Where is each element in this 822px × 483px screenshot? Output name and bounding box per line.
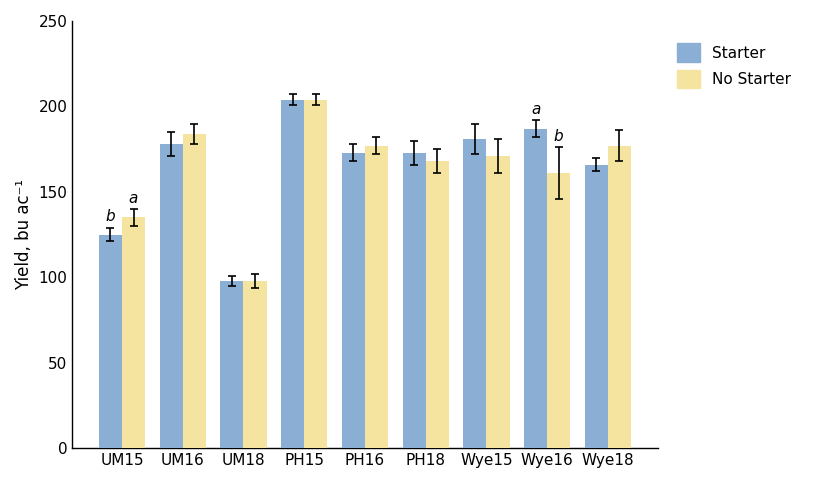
- Text: a: a: [531, 102, 540, 117]
- Bar: [608, 146, 631, 448]
- Bar: [547, 173, 570, 448]
- Bar: [365, 146, 388, 448]
- Bar: [487, 156, 510, 448]
- Text: b: b: [554, 129, 564, 144]
- Bar: [159, 144, 182, 448]
- Text: a: a: [129, 190, 138, 206]
- Bar: [99, 235, 122, 448]
- Bar: [342, 153, 365, 448]
- Bar: [220, 281, 243, 448]
- Bar: [281, 99, 304, 448]
- Bar: [243, 281, 266, 448]
- Y-axis label: Yield, bu ac⁻¹: Yield, bu ac⁻¹: [15, 179, 33, 290]
- Bar: [403, 153, 426, 448]
- Bar: [304, 99, 327, 448]
- Bar: [182, 134, 206, 448]
- Bar: [524, 128, 547, 448]
- Bar: [584, 165, 608, 448]
- Bar: [426, 161, 449, 448]
- Text: b: b: [105, 209, 115, 224]
- Bar: [122, 217, 145, 448]
- Bar: [464, 139, 487, 448]
- Legend: Starter, No Starter: Starter, No Starter: [671, 37, 797, 94]
